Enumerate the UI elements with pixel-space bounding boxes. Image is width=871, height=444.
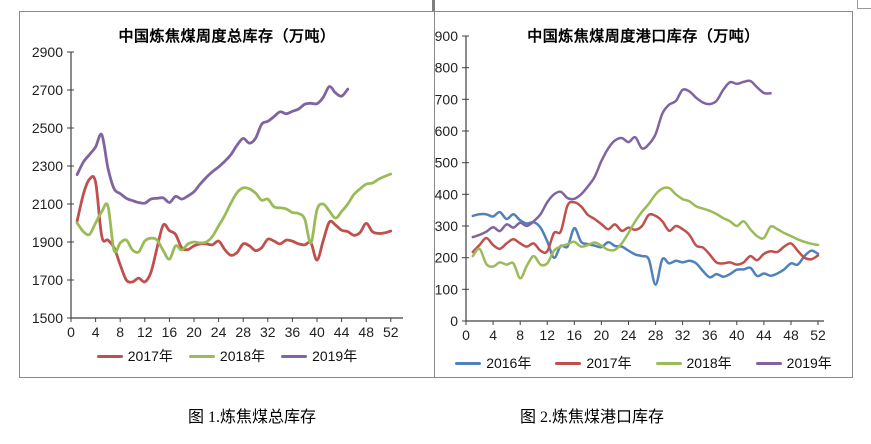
legend-swatch [755, 361, 782, 365]
svg-text:600: 600 [435, 123, 458, 139]
svg-text:20: 20 [594, 327, 610, 343]
series-line-2017年 [75, 175, 393, 284]
svg-text:32: 32 [260, 324, 276, 340]
legend-item-2016年: 2016年 [455, 353, 531, 373]
svg-text:52: 52 [810, 327, 826, 343]
legend-item-2017年: 2017年 [96, 346, 173, 366]
svg-text:800: 800 [435, 60, 458, 76]
series-line-2019年 [75, 85, 350, 205]
svg-text:500: 500 [435, 155, 458, 171]
legend-total-inventory: 2017年 2018年 2019年 [20, 346, 434, 366]
legend-swatch [655, 361, 682, 365]
svg-text:300: 300 [435, 218, 458, 234]
svg-text:16: 16 [162, 324, 178, 340]
legend-label: 2016年 [486, 355, 532, 371]
svg-text:2300: 2300 [32, 158, 63, 174]
legend-item-2018年: 2018年 [655, 353, 732, 373]
svg-text:1700: 1700 [32, 272, 63, 288]
svg-text:12: 12 [539, 327, 555, 343]
chart-title-total-inventory: 中国炼焦煤周度总库存（万吨） [118, 29, 336, 45]
svg-text:4: 4 [489, 327, 497, 343]
svg-text:4: 4 [92, 324, 100, 340]
legend-label: 2018年 [686, 355, 732, 371]
svg-text:44: 44 [756, 327, 772, 343]
svg-text:100: 100 [435, 281, 458, 297]
legend-swatch [555, 361, 582, 365]
plot-area: 1500 1700 1900 2100 2300 2500 2700 2900 0 4 8 12 16 2… [32, 44, 403, 340]
svg-text:24: 24 [211, 324, 227, 340]
svg-text:400: 400 [435, 186, 458, 202]
svg-text:0: 0 [462, 327, 470, 343]
legend-swatch [281, 354, 308, 358]
svg-text:40: 40 [309, 324, 325, 340]
legend-item-2019年: 2019年 [755, 353, 832, 373]
svg-text:0: 0 [450, 313, 458, 329]
series-line-2017年 [471, 200, 820, 266]
svg-text:28: 28 [235, 324, 251, 340]
total-inventory-chart: 1500 1700 1900 2100 2300 2500 2700 2900 0 4 8 12 16 2… [19, 11, 435, 378]
figure-2-caption: 图 2.炼焦煤港口库存 [519, 409, 664, 426]
series-line-2019年 [471, 79, 772, 239]
svg-text:52: 52 [383, 324, 399, 340]
svg-text:48: 48 [358, 324, 374, 340]
figure-1-caption: 图 1.炼焦煤总库存 [187, 409, 316, 426]
legend-item-2017年: 2017年 [555, 353, 632, 373]
svg-text:2500: 2500 [32, 120, 63, 136]
svg-text:1500: 1500 [32, 310, 63, 326]
legend-swatch [455, 361, 482, 365]
svg-text:36: 36 [702, 327, 718, 343]
svg-text:8: 8 [116, 324, 124, 340]
legend-port-inventory: 2016年 2017年 2018年 2019年 [435, 353, 852, 373]
svg-text:36: 36 [285, 324, 301, 340]
svg-text:44: 44 [334, 324, 350, 340]
legend-item-2019年: 2019年 [281, 346, 357, 366]
legend-swatch [188, 354, 215, 358]
port-inventory-chart: 0 100 200 300 400 500 600 700 800 900 0 4 8 12 16 20 24 2… [434, 11, 853, 378]
legend-label: 2017年 [127, 348, 173, 364]
svg-text:48: 48 [783, 327, 799, 343]
svg-text:16: 16 [567, 327, 583, 343]
series-line-2018年 [471, 186, 820, 280]
svg-text:28: 28 [648, 327, 664, 343]
legend-swatch [96, 354, 123, 358]
svg-text:32: 32 [675, 327, 691, 343]
adjacent-cell-border-fragment [857, 0, 871, 9]
legend-label: 2019年 [786, 355, 832, 371]
chart-title-port-inventory: 中国炼焦煤周度港口库存（万吨） [527, 29, 760, 45]
svg-text:700: 700 [435, 91, 458, 107]
svg-text:2100: 2100 [32, 196, 63, 212]
legend-label: 2017年 [586, 355, 632, 371]
svg-text:0: 0 [67, 324, 75, 340]
svg-text:12: 12 [137, 324, 153, 340]
svg-text:20: 20 [186, 324, 202, 340]
svg-text:900: 900 [435, 28, 458, 44]
svg-text:40: 40 [729, 327, 745, 343]
svg-text:2700: 2700 [32, 82, 63, 98]
svg-text:200: 200 [435, 250, 458, 266]
svg-text:2900: 2900 [32, 44, 63, 60]
svg-text:8: 8 [516, 327, 524, 343]
legend-item-2018年: 2018年 [188, 346, 266, 366]
svg-text:1900: 1900 [32, 234, 63, 250]
svg-text:24: 24 [621, 327, 637, 343]
legend-label: 2018年 [219, 348, 266, 364]
legend-label: 2019年 [312, 348, 358, 364]
series-line-2018年 [75, 172, 393, 261]
